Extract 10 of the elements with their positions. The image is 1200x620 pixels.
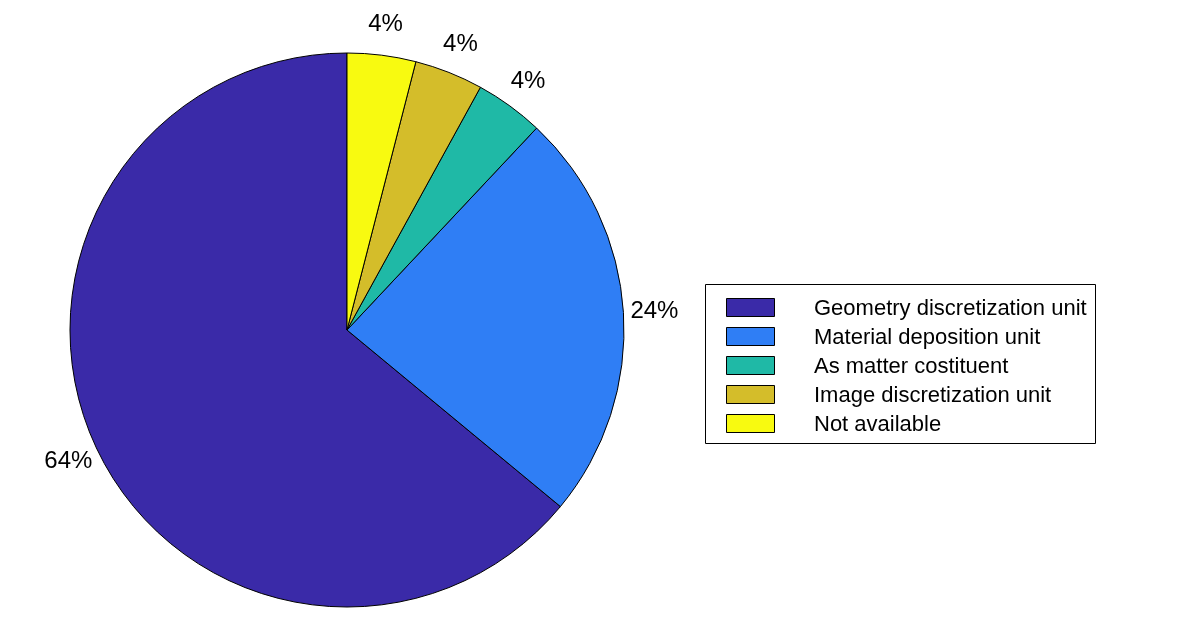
data-label: 64% [44, 446, 93, 474]
data-label: 4% [368, 9, 403, 37]
legend-label: Geometry discretization unit [814, 294, 1087, 320]
data-label: 24% [630, 295, 679, 323]
data-label: 4% [443, 28, 478, 56]
data-label: 4% [510, 65, 546, 93]
legend-label: Material deposition unit [814, 323, 1041, 349]
legend-label: Image discretization unit [814, 381, 1052, 407]
legend-label: Not available [814, 410, 942, 436]
legend-label: As matter costituent [814, 352, 1009, 378]
